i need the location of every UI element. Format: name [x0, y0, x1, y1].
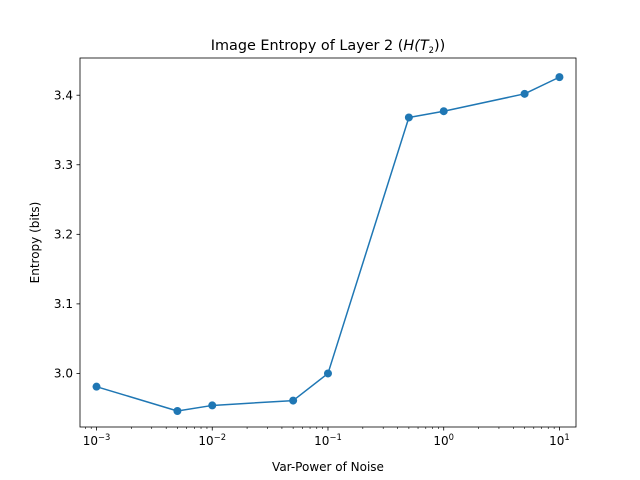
series-layer — [92, 73, 564, 416]
axes-frame — [79, 57, 577, 428]
y-tick-label: 3.0 — [54, 367, 73, 381]
data-point — [323, 369, 332, 378]
x-tick-label: 10−1 — [314, 432, 342, 448]
data-point — [439, 107, 448, 116]
y-axis-label: Entropy (bits) — [28, 202, 42, 284]
x-tick-label: 101 — [549, 432, 570, 448]
x-tick-label: 10−3 — [83, 432, 111, 448]
data-point — [92, 382, 101, 391]
data-point — [555, 73, 564, 82]
y-tick-label: 3.2 — [54, 228, 73, 242]
ticks-layer: 10−3 10−2 10−1 100 101 3.0 3.1 3.2 3.3 3.4 — [54, 89, 570, 448]
data-point — [208, 401, 217, 410]
y-tick-label: 3.1 — [54, 297, 73, 311]
data-point — [289, 396, 298, 405]
data-point — [173, 407, 182, 416]
x-axis-label: Var-Power of Noise — [272, 460, 384, 474]
data-point — [520, 89, 529, 98]
x-tick-label: 10−2 — [198, 432, 226, 448]
x-tick-label: 100 — [433, 432, 454, 448]
y-tick-label: 3.4 — [54, 89, 73, 103]
data-point — [404, 113, 413, 122]
chart-title: Image Entropy of Layer 2 (H(T2)) — [211, 38, 445, 55]
y-tick-label: 3.3 — [54, 158, 73, 172]
